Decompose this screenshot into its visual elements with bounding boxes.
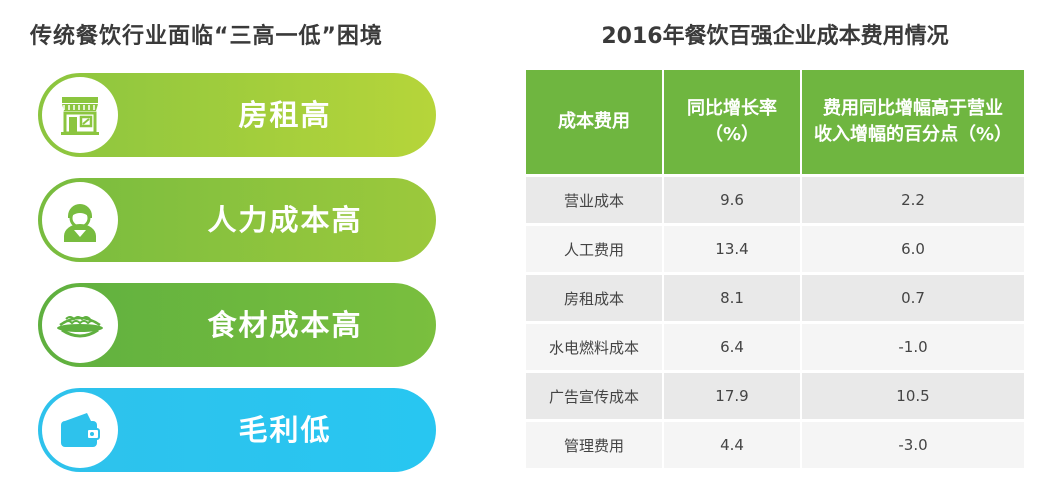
- table-row: 营业成本 9.6 2.2: [526, 174, 1024, 225]
- cell-cost-item: 房租成本: [526, 272, 664, 323]
- cell-cost-item: 营业成本: [526, 174, 664, 225]
- pill-margin-low: 毛利低: [38, 388, 436, 472]
- cell-yoy-growth: 13.4: [663, 223, 802, 274]
- cell-cost-item: 人工费用: [526, 223, 664, 274]
- pill-rent-high: 房租高: [38, 73, 436, 157]
- column-header-points-above-revenue: 费用同比增幅高于营业 收入增幅的百分点（%）: [801, 70, 1024, 176]
- table-row: 水电燃料成本 6.4 -1.0: [526, 321, 1024, 372]
- cell-points-above-revenue: 6.0: [801, 223, 1024, 274]
- cell-cost-item: 广告宣传成本: [526, 370, 664, 421]
- table-row: 房租成本 8.1 0.7: [526, 272, 1024, 323]
- table-row: 人工费用 13.4 6.0: [526, 223, 1024, 274]
- table-row: 管理费用 4.4 -3.0: [526, 419, 1024, 468]
- storefront-icon: [42, 77, 118, 153]
- cell-cost-item: 管理费用: [526, 419, 664, 468]
- cell-yoy-growth: 8.1: [663, 272, 802, 323]
- cell-points-above-revenue: 2.2: [801, 174, 1024, 225]
- pill-label: 房租高: [238, 98, 332, 132]
- cell-cost-item: 水电燃料成本: [526, 321, 664, 372]
- wallet-icon: [42, 392, 118, 468]
- cell-points-above-revenue: -3.0: [801, 419, 1024, 468]
- pill-label: 人力成本高: [207, 203, 363, 237]
- column-header-cost-item: 成本费用: [526, 70, 664, 176]
- pill-label: 食材成本高: [207, 308, 363, 342]
- cell-yoy-growth: 17.9: [663, 370, 802, 421]
- column-header-yoy-growth: 同比增长率 （%）: [663, 70, 802, 176]
- pill-food-cost-high: 食材成本高: [38, 283, 436, 367]
- table-header-row: 成本费用 同比增长率 （%） 费用同比增幅高于营业 收入增幅的百分点（%）: [526, 70, 1024, 176]
- food-plate-icon: [42, 287, 118, 363]
- cost-table: 成本费用 同比增长率 （%） 费用同比增幅高于营业 收入增幅的百分点（%） 营业…: [526, 70, 1024, 468]
- pill-labor-cost-high: 人力成本高: [38, 178, 436, 262]
- cell-points-above-revenue: -1.0: [801, 321, 1024, 372]
- pill-label: 毛利低: [238, 413, 332, 447]
- person-icon: [42, 182, 118, 258]
- cell-yoy-growth: 4.4: [663, 419, 802, 468]
- right-panel-title: 2016年餐饮百强企业成本费用情况: [601, 24, 949, 49]
- cell-points-above-revenue: 10.5: [801, 370, 1024, 421]
- cell-yoy-growth: 6.4: [663, 321, 802, 372]
- cell-yoy-growth: 9.6: [663, 174, 802, 225]
- table-row: 广告宣传成本 17.9 10.5: [526, 370, 1024, 421]
- left-panel-title: 传统餐饮行业面临“三高一低”困境: [30, 24, 383, 49]
- cell-points-above-revenue: 0.7: [801, 272, 1024, 323]
